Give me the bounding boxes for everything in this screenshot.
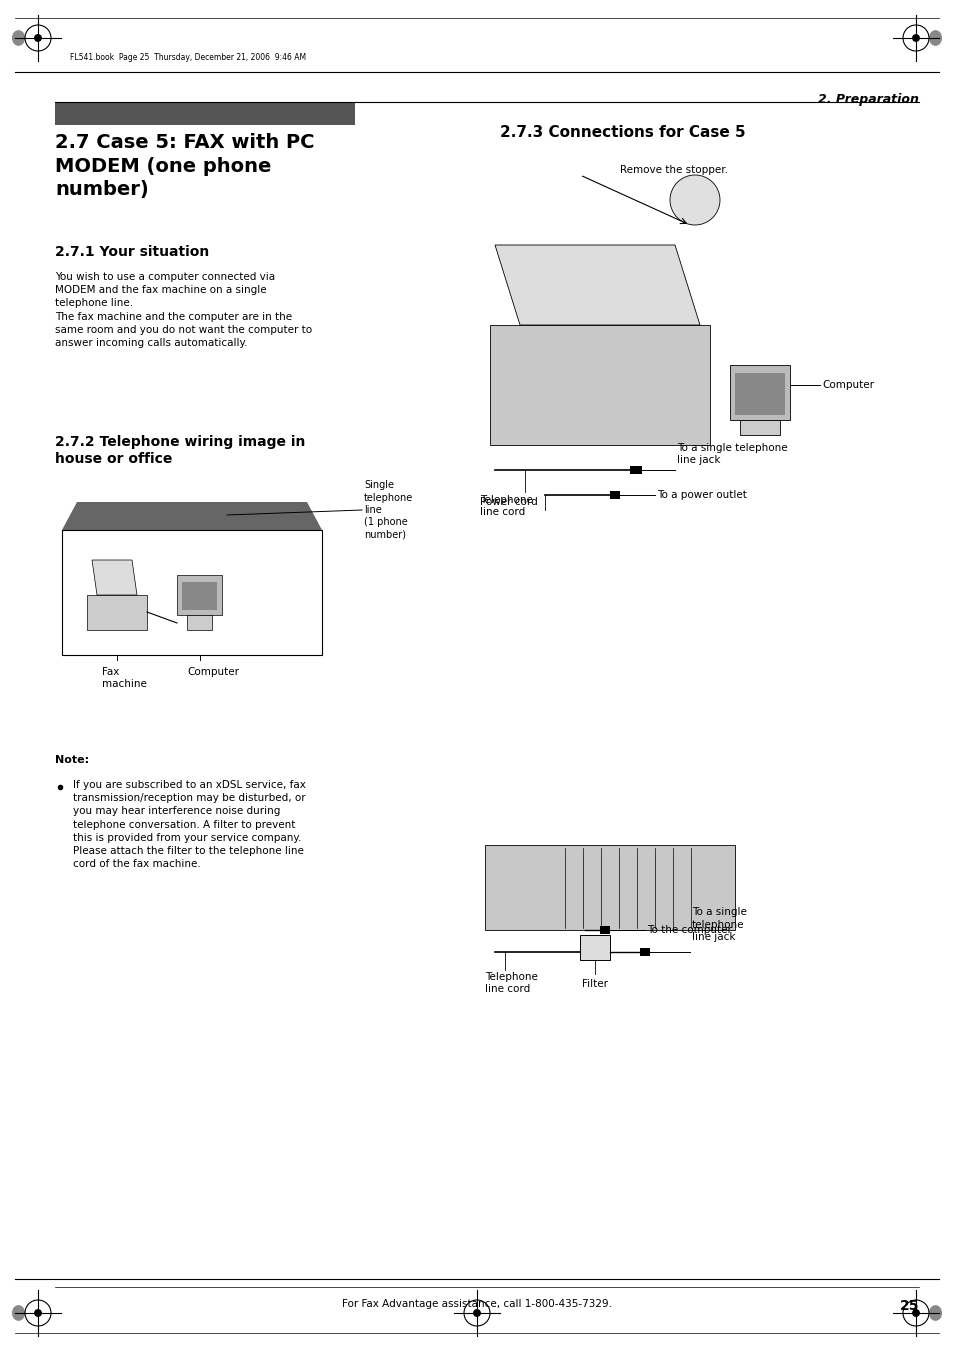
Text: Note:: Note: — [55, 755, 89, 765]
Text: Fax
machine: Fax machine — [102, 667, 147, 689]
Circle shape — [912, 35, 919, 42]
Bar — [740, 420, 780, 435]
Text: To a single telephone
line jack: To a single telephone line jack — [677, 443, 787, 465]
Circle shape — [912, 1309, 919, 1316]
Polygon shape — [495, 245, 700, 326]
Text: Power cord: Power cord — [479, 497, 537, 507]
Ellipse shape — [12, 1306, 25, 1320]
Text: 2. Preparation: 2. Preparation — [818, 93, 918, 105]
Bar — [729, 365, 789, 420]
Circle shape — [474, 1309, 479, 1316]
Bar — [490, 326, 709, 444]
Text: To the computer: To the computer — [646, 925, 731, 935]
Bar — [187, 615, 212, 630]
Text: Computer: Computer — [821, 380, 873, 390]
Polygon shape — [62, 503, 322, 530]
Bar — [629, 466, 641, 474]
Text: For Fax Advantage assistance, call 1-800-435-7329.: For Fax Advantage assistance, call 1-800… — [341, 1300, 612, 1309]
Text: 25: 25 — [899, 1300, 918, 1313]
Bar — [182, 582, 216, 611]
Bar — [579, 935, 609, 961]
Text: 2.7.1 Your situation: 2.7.1 Your situation — [55, 245, 209, 259]
Text: Single
telephone
line
(1 phone
number): Single telephone line (1 phone number) — [364, 480, 413, 540]
Circle shape — [34, 1309, 41, 1316]
Text: You wish to use a computer connected via
MODEM and the fax machine on a single
t: You wish to use a computer connected via… — [55, 272, 312, 349]
Polygon shape — [91, 561, 137, 594]
Bar — [87, 594, 147, 630]
Circle shape — [34, 35, 41, 42]
Circle shape — [669, 176, 720, 226]
Text: To a power outlet: To a power outlet — [657, 490, 746, 500]
Text: 2.7.3 Connections for Case 5: 2.7.3 Connections for Case 5 — [499, 126, 745, 141]
Bar — [599, 925, 609, 934]
Text: FL541.book  Page 25  Thursday, December 21, 2006  9:46 AM: FL541.book Page 25 Thursday, December 21… — [70, 54, 306, 62]
Ellipse shape — [12, 31, 25, 45]
Bar — [55, 103, 355, 126]
Bar — [484, 844, 734, 929]
Text: 2.7.2 Telephone wiring image in
house or office: 2.7.2 Telephone wiring image in house or… — [55, 435, 305, 466]
Text: Remove the stopper.: Remove the stopper. — [619, 165, 727, 176]
Text: Telephone
line cord: Telephone line cord — [479, 494, 533, 517]
Text: Filter: Filter — [581, 979, 607, 989]
Text: Computer: Computer — [187, 667, 239, 677]
Bar — [609, 490, 619, 499]
Bar — [177, 576, 222, 615]
Text: To a single
telephone
line jack: To a single telephone line jack — [691, 908, 746, 942]
Text: Telephone
line cord: Telephone line cord — [484, 971, 537, 994]
Text: 2.7 Case 5: FAX with PC
MODEM (one phone
number): 2.7 Case 5: FAX with PC MODEM (one phone… — [55, 132, 314, 199]
Bar — [639, 948, 649, 957]
Bar — [734, 373, 784, 415]
Ellipse shape — [928, 31, 941, 45]
Ellipse shape — [928, 1306, 941, 1320]
Text: If you are subscribed to an xDSL service, fax
transmission/reception may be dist: If you are subscribed to an xDSL service… — [73, 780, 306, 869]
Bar — [62, 530, 322, 655]
